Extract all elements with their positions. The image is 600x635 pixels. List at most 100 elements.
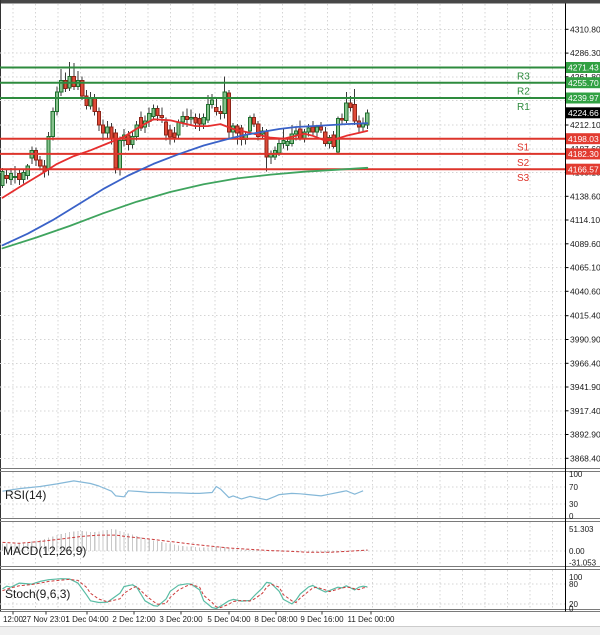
price-badge-r1-text: 4239.97 [568,93,599,103]
rsi-indicator-label: RSI(14) [5,488,47,502]
bull-candle [50,111,55,138]
window-top-edge [0,0,600,4]
macd-axis-label: 0.00 [569,547,585,556]
bull-candle [277,143,282,154]
time-axis: 12:00 27 Nov 23:011 Dec 04:00 2 Dec 12:00 3… [3,611,396,624]
macd-axis-label: -31.053 [569,559,597,568]
bear-candle [197,117,202,125]
bear-candle [84,95,89,107]
bull-candle [0,171,5,186]
stoch-axis-label: 80 [569,580,578,589]
bear-candle [226,92,232,133]
rsi-axis: 100 70 30 0 [569,470,583,521]
price-badge-r1 [566,92,600,104]
bear-candle [193,116,198,124]
bear-candle [252,116,257,125]
bear-candle [168,129,173,138]
bear-candle [256,123,261,138]
time-label: 9 Dec 16:00 [300,615,344,624]
rsi-axis-label: 0 [569,512,574,521]
price-badge-s3-text: 4166.57 [568,164,599,174]
stoch-k-line [2,578,368,610]
bear-candle [113,132,118,169]
bull-candle [8,173,14,180]
time-label: 2 Dec 12:00 [112,615,156,624]
time-label: 11 Dec 00:00 [348,615,396,624]
window-footer-strip [0,626,600,635]
pivot-label-s2: S2 [517,158,530,169]
price-badge-r2 [566,77,600,89]
price-tick-label: 4286.30 [570,48,600,58]
bull-candle [210,99,215,106]
time-label: 1 Dec 04:00 [65,615,109,624]
price-tick-label: 4040.60 [570,286,600,296]
bull-candle [344,102,349,121]
bear-candle [184,115,190,120]
rsi-axis-label: 30 [569,500,578,509]
bull-candle [285,141,290,147]
bull-candle [281,140,286,145]
bear-candle [163,121,169,136]
macd-histogram [1,529,368,553]
price-tick-label: 4261.80 [570,72,600,82]
stoch-d-line [2,578,368,609]
bull-candle [117,140,123,171]
current-price-badge [566,107,600,119]
rsi-line [2,480,364,501]
bear-candle [71,76,76,87]
bull-candle [314,126,319,133]
macd-axis-label: 51.303 [569,525,594,534]
bear-candle [17,173,22,180]
price-axis: 4310.804286.304261.804237.304212.104187.… [565,24,600,463]
bear-candle [340,117,345,121]
pivot-label-s3: S3 [517,173,530,184]
bear-candle [33,149,39,161]
price-tick-label: 3868.40 [570,453,600,463]
price-tick-label: 4015.40 [570,311,600,321]
rsi-axis-label: 70 [569,483,578,492]
time-label: 5 Dec 04:00 [207,615,251,624]
bear-candle [159,114,164,118]
bull-candle [54,91,60,112]
price-tick-label: 3990.90 [570,335,600,345]
stoch-axis-label: 0 [569,605,574,614]
price-badge-s1-text: 4198.03 [568,134,599,144]
bear-candle [348,102,353,109]
bear-candle [101,124,106,134]
bull-candle [151,108,156,117]
bull-candle [189,116,194,120]
bear-candle [109,126,114,140]
pivot-label-s1: S1 [517,143,530,154]
bear-candle [4,175,9,179]
bull-candle [59,80,64,93]
stoch-axis-label: 100 [569,573,583,582]
price-tick-label: 4065.10 [570,263,600,273]
window-left-edge [0,0,1,612]
stoch-indicator-label: Stoch(9,6,3) [5,587,71,601]
bull-candle [222,91,227,114]
bull-candle [105,126,110,134]
price-tick-label: 3941.90 [570,382,600,392]
bull-candle [21,172,26,180]
bear-candle [63,80,68,89]
current-price-badge-text: 4224.66 [568,108,599,118]
pivot-label-r1: R1 [517,102,530,113]
time-label: 12:00 [3,615,24,624]
bear-candle [319,126,324,131]
bull-candle [205,104,211,121]
bear-candle [138,116,144,129]
macd-signal-line [2,534,368,553]
bull-candle [247,116,253,132]
bear-candle [155,108,160,116]
price-badge-s2-text: 4182.30 [568,149,599,159]
price-badge-s1 [566,133,600,145]
time-label: 27 Nov 23:01 [22,615,70,624]
price-badge-r3-text: 4271.43 [568,63,599,73]
bull-candle [176,121,181,136]
time-label: 3 Dec 20:00 [159,615,203,624]
bull-candle [13,176,18,178]
bear-candle [352,104,357,122]
